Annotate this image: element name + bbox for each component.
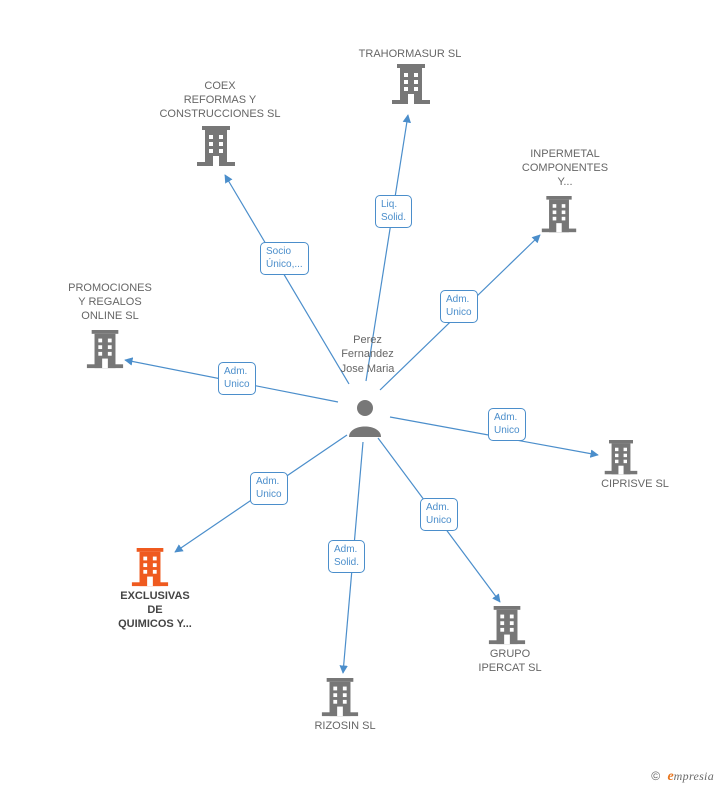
center-person-label: PerezFernandezJose Maria bbox=[325, 333, 410, 376]
building-icon bbox=[489, 606, 525, 644]
building-icon bbox=[87, 330, 123, 368]
company-label-line: COEX bbox=[140, 80, 300, 94]
company-node-exclusivas[interactable]: EXCLUSIVASDEQUIMICOS Y... bbox=[90, 590, 220, 631]
company-label-line: INPERMETAL bbox=[495, 148, 635, 162]
edge-label-exclusivas: Adm. Unico bbox=[250, 472, 288, 505]
building-icon bbox=[322, 678, 358, 716]
building-icon bbox=[132, 548, 168, 586]
person-icon bbox=[349, 400, 381, 437]
company-node-promociones[interactable]: PROMOCIONESY REGALOSONLINE SL bbox=[50, 282, 170, 323]
footer-credit: © empresia bbox=[651, 769, 714, 785]
edge-label-coex: Socio Único,... bbox=[260, 242, 309, 275]
company-label-line: Y... bbox=[495, 176, 635, 190]
company-label-line: TRAHORMASUR SL bbox=[330, 48, 490, 62]
edges-layer bbox=[0, 0, 728, 795]
company-node-grupo[interactable]: GRUPOIPERCAT SL bbox=[450, 648, 570, 676]
brand-rest: mpresia bbox=[674, 769, 714, 783]
company-node-inpermetal[interactable]: INPERMETALCOMPONENTESY... bbox=[495, 148, 635, 189]
company-label-line: COMPONENTES bbox=[495, 162, 635, 176]
company-label-line: Y REGALOS bbox=[50, 296, 170, 310]
company-label-line: QUIMICOS Y... bbox=[90, 618, 220, 632]
company-label-line: ONLINE SL bbox=[50, 310, 170, 324]
company-label-line: EXCLUSIVAS bbox=[90, 590, 220, 604]
edge-label-promociones: Adm. Unico bbox=[218, 362, 256, 395]
edge-label-grupo: Adm. Unico bbox=[420, 498, 458, 531]
company-node-rizosin[interactable]: RIZOSIN SL bbox=[285, 720, 405, 734]
edge-label-inpermetal: Adm. Unico bbox=[440, 290, 478, 323]
copyright-symbol: © bbox=[651, 769, 660, 783]
company-label-line: GRUPO bbox=[450, 648, 570, 662]
building-icon bbox=[392, 64, 430, 104]
edge-label-rizosin: Adm. Solid. bbox=[328, 540, 365, 573]
diagram-canvas: COEXREFORMAS YCONSTRUCCIONES SL Socio Úni… bbox=[0, 0, 728, 795]
company-node-ciprisve[interactable]: CIPRISVE SL bbox=[575, 478, 695, 492]
company-label-line: CONSTRUCCIONES SL bbox=[140, 108, 300, 122]
edge-label-trahormasur: Liq. Solid. bbox=[375, 195, 412, 228]
company-label-line: DE bbox=[90, 604, 220, 618]
company-node-coex[interactable]: COEXREFORMAS YCONSTRUCCIONES SL bbox=[140, 80, 300, 121]
building-icon bbox=[605, 440, 638, 474]
company-label-line: PROMOCIONES bbox=[50, 282, 170, 296]
company-label-line: CIPRISVE SL bbox=[575, 478, 695, 492]
company-label-line: REFORMAS Y bbox=[140, 94, 300, 108]
edge-label-ciprisve: Adm. Unico bbox=[488, 408, 526, 441]
building-icon bbox=[197, 126, 235, 166]
company-node-trahormasur[interactable]: TRAHORMASUR SL bbox=[330, 48, 490, 62]
company-label-line: IPERCAT SL bbox=[450, 662, 570, 676]
company-label-line: RIZOSIN SL bbox=[285, 720, 405, 734]
building-icon bbox=[542, 196, 576, 232]
